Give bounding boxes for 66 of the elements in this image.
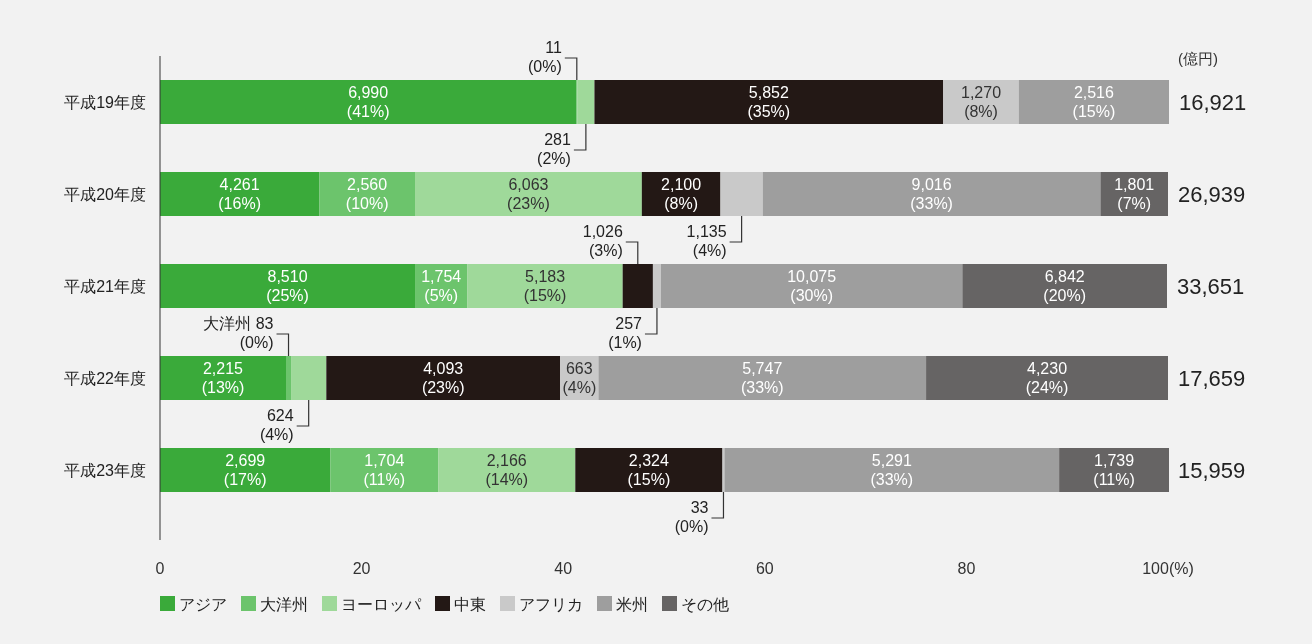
data-label: 281 (2%) [537, 130, 571, 167]
data-label: 4,261 (16%) [218, 175, 261, 212]
x-tick-label: 100(%) [1142, 560, 1194, 577]
text: (億円) [1178, 50, 1218, 67]
data-label: 6,990 (41%) [346, 83, 390, 120]
data-label: 257 (1%) [608, 314, 643, 351]
data-label: 5,747 (33%) [740, 359, 784, 396]
y-tick-label: 平成19年度 [64, 94, 146, 111]
legend-label: ヨーロッパ [341, 596, 422, 613]
y-tick-label: 平成21年度 [64, 278, 146, 295]
data-label: 1,704 (11%) [363, 451, 406, 488]
x-tick-label: 0 [155, 560, 165, 577]
data-label: 1,135 (4%) [686, 222, 727, 259]
annotation: 26,939 [1178, 182, 1246, 207]
data-label: 9,016 (33%) [910, 175, 953, 212]
data-label: 6,842 (20%) [1043, 267, 1087, 304]
data-label: 2,324 (15%) [627, 451, 671, 488]
y-tick-label: 平成22年度 [64, 370, 146, 387]
data-label: 5,183 (15%) [523, 267, 567, 304]
legend-label: 中東 [454, 596, 486, 613]
data-label: 624 (4%) [259, 406, 294, 443]
data-label: 2,100 (8%) [661, 175, 702, 212]
data-label: 11 (0%) [528, 38, 562, 75]
data-label: 1,801 (7%) [1114, 175, 1155, 212]
callout: 33 (0%) [674, 491, 725, 535]
annotation: 33,651 [1176, 274, 1245, 299]
data-label: 2,699 (17%) [223, 451, 267, 488]
annotation: 17,659 [1178, 366, 1246, 391]
legend-label: アジア [179, 596, 227, 613]
callout: 1,135 (4%) [686, 215, 743, 259]
x-tick-label: 80 [957, 560, 976, 577]
legend-label: アフリカ [519, 596, 583, 613]
legend-label: その他 [681, 596, 729, 613]
data-label: 2,215 (13%) [201, 359, 245, 396]
data-label: 1,754 (5%) [421, 267, 462, 304]
data-label: 10,075 (30%) [787, 267, 837, 304]
callout: 624 (4%) [259, 399, 310, 443]
data-label: 1,270 (8%) [960, 83, 1002, 120]
y-tick-label: 平成23年度 [64, 462, 146, 479]
callout: 11 (0%) [528, 38, 578, 81]
y-tick-label: 平成20年度 [64, 186, 146, 203]
callout: 257 (1%) [608, 307, 658, 351]
callout: 大洋州 83 (0%) [203, 314, 290, 357]
data-label: 5,291 (33%) [870, 451, 914, 488]
data-label: 2,516 (15%) [1072, 83, 1116, 120]
annotation: 15,959 [1178, 458, 1246, 483]
data-label: 8,510 (25%) [266, 267, 309, 304]
data-label: 2,166 (14%) [485, 451, 529, 488]
x-tick-label: 20 [352, 560, 371, 577]
data-label: 4,230 (24%) [1025, 359, 1069, 396]
legend-label: 大洋州 [260, 596, 308, 613]
data-label: 大洋州 83 (0%) [203, 314, 274, 351]
data-label: 2,560 (10%) [345, 175, 389, 212]
data-label: 6,063 (23%) [507, 175, 550, 212]
x-tick-label: 40 [554, 560, 573, 577]
data-label: 1,739 (11%) [1093, 451, 1135, 488]
callout: 1,026 (3%) [582, 222, 639, 265]
legend-label: 米州 [616, 596, 648, 613]
data-label: 4,093 (23%) [421, 359, 465, 396]
data-label: 33 (0%) [674, 498, 709, 535]
callout: 281 (2%) [537, 123, 587, 167]
annotation: 16,921 [1179, 90, 1247, 115]
x-tick-label: 60 [755, 560, 774, 577]
data-label: 1,026 (3%) [582, 222, 623, 259]
data-label: 663 (4%) [562, 359, 597, 396]
data-label: 5,852 (35%) [747, 83, 791, 120]
